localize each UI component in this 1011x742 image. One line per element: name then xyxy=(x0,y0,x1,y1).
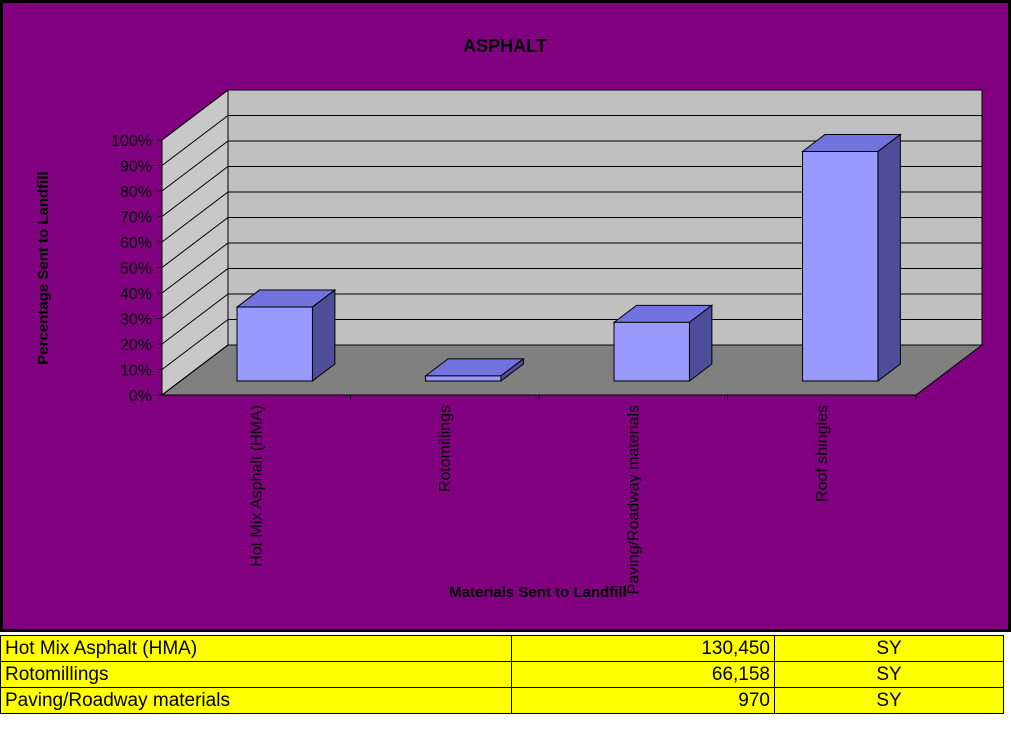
x-axis-title: Materials Sent to Landfill xyxy=(449,584,627,601)
table-cell: Paving/Roadway materials xyxy=(0,687,512,714)
bar xyxy=(613,321,690,382)
bar xyxy=(802,151,879,382)
table-cell: SY xyxy=(774,661,1004,688)
grid-line xyxy=(161,191,982,243)
table-cell: SY xyxy=(774,635,1004,662)
x-tick-label: Hot Mix Asphalt (HMA) xyxy=(248,405,265,567)
y-tick-label: 30% xyxy=(120,312,152,329)
grid-line xyxy=(161,166,982,217)
table-cell: 970 xyxy=(511,687,775,714)
table-cell: Rotomillings xyxy=(0,661,512,688)
y-axis-title: Percentage Sent to Landfill xyxy=(35,171,52,364)
grid-line xyxy=(161,89,982,141)
grid-line xyxy=(161,140,982,192)
data-table: Hot Mix Asphalt (HMA) 130,450 SY Rotomillin… xyxy=(0,635,1004,714)
y-tick-label: 10% xyxy=(120,363,152,380)
y-tick-label: 80% xyxy=(120,184,152,201)
y-tick-label: 50% xyxy=(120,261,152,278)
table-cell: SY xyxy=(774,687,1004,714)
y-tick-label: 0% xyxy=(129,388,152,405)
x-tick-label: Paving/Roadway materials xyxy=(625,405,642,594)
grid-line xyxy=(161,217,982,268)
y-tick-label: 90% xyxy=(120,159,152,176)
grid-line xyxy=(161,319,982,370)
x-tick-label: Roof shingles xyxy=(814,405,831,502)
chart: ASPHALT Percentage Sent to Landfill Mate… xyxy=(0,0,1011,632)
grid-line xyxy=(161,293,982,345)
table-row: Hot Mix Asphalt (HMA) 130,450 SY xyxy=(0,635,1004,662)
x-tick-label: Rotomillings xyxy=(437,405,454,492)
y-tick-label: 40% xyxy=(120,286,152,303)
y-tick-label: 60% xyxy=(120,235,152,252)
bar xyxy=(236,306,313,382)
table-cell: Hot Mix Asphalt (HMA) xyxy=(0,635,512,662)
y-tick-label: 100% xyxy=(111,133,152,150)
chart-title: ASPHALT xyxy=(463,36,547,56)
y-tick-label: 70% xyxy=(120,210,152,227)
grid-line xyxy=(161,242,982,294)
table-cell: 66,158 xyxy=(511,661,775,688)
bar xyxy=(425,375,502,382)
grid-line xyxy=(161,268,982,319)
grid-line xyxy=(161,115,982,166)
table-row: Paving/Roadway materials 970 SY xyxy=(0,687,1004,714)
bar-side xyxy=(877,133,901,383)
grid-line xyxy=(161,344,982,396)
table-row: Rotomillings 66,158 SY xyxy=(0,661,1004,688)
y-tick-label: 20% xyxy=(120,337,152,354)
table-cell: 130,450 xyxy=(511,635,775,662)
